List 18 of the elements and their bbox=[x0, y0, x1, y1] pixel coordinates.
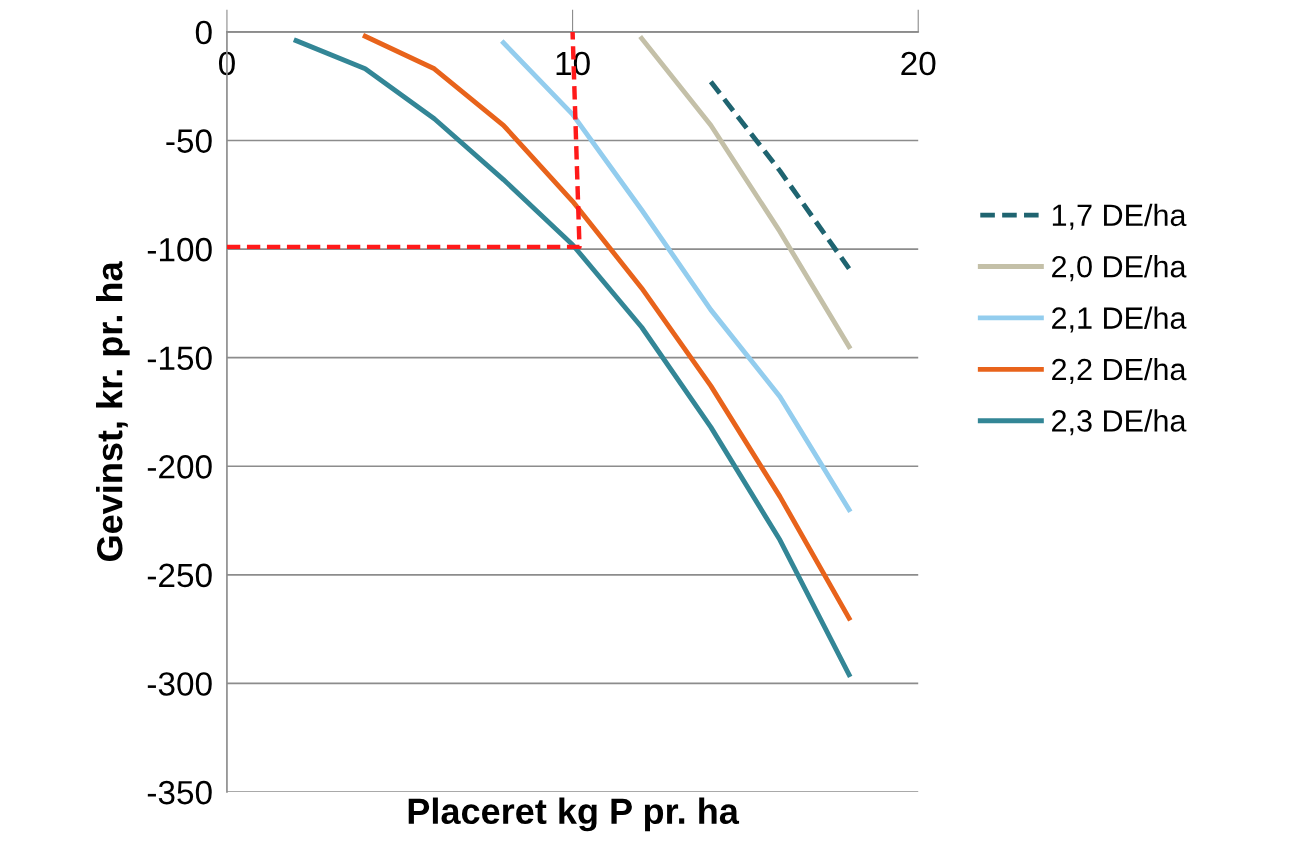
y-axis-title: Gevinst, kr. pr. ha bbox=[96, 261, 130, 561]
y-tick-label: -350 bbox=[147, 780, 212, 805]
legend-label: 2,2 DE/ha bbox=[1052, 357, 1187, 384]
legend-label: 2,1 DE/ha bbox=[1052, 306, 1187, 333]
x-axis-title: Placeret kg P pr. ha bbox=[408, 797, 740, 832]
y-tick-label: -150 bbox=[147, 346, 212, 371]
y-tick-label: -300 bbox=[147, 672, 212, 696]
x-tick-label: 0 bbox=[218, 51, 235, 76]
x-tick-label: 20 bbox=[901, 51, 936, 76]
x-tick-label: 10 bbox=[556, 51, 590, 76]
legend-label: 1,7 DE/ha bbox=[1052, 203, 1187, 230]
legend-label: 2,0 DE/ha bbox=[1052, 255, 1187, 282]
y-tick-label: -200 bbox=[147, 455, 212, 479]
y-tick-label: 0 bbox=[195, 20, 212, 45]
y-tick-label: -100 bbox=[147, 237, 212, 262]
y-tick-label: -250 bbox=[147, 563, 212, 588]
y-tick-label: -50 bbox=[166, 129, 212, 153]
legend-label: 2,3 DE/ha bbox=[1052, 409, 1187, 436]
